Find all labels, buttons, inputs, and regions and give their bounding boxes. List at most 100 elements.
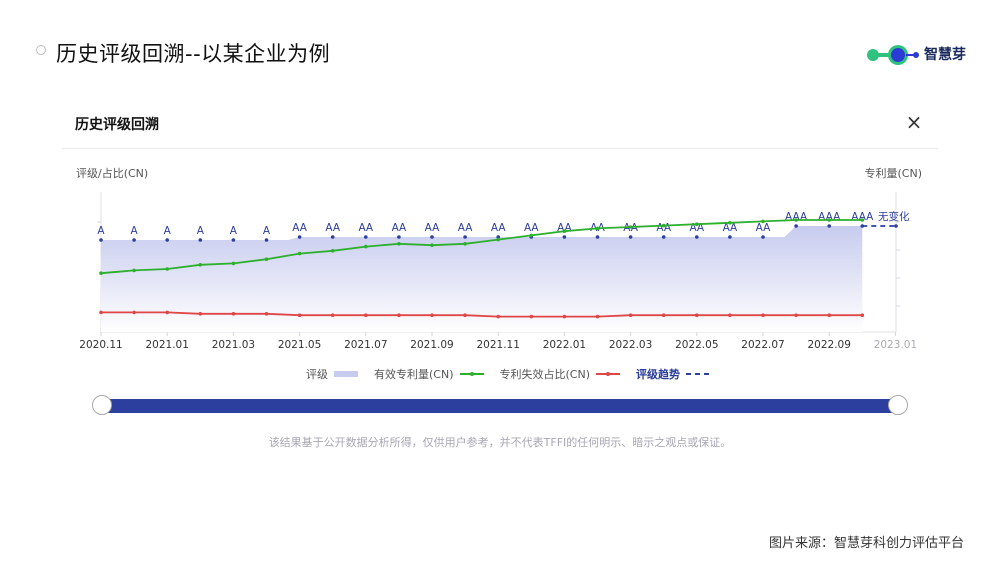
legend-label-rating: 评级 (306, 368, 328, 381)
rating-label: A (97, 225, 105, 237)
x-tick-label: 2022.03 (609, 339, 652, 351)
invalid-ratio-point (364, 313, 368, 317)
invalid-ratio-point (661, 313, 666, 317)
rating-point (264, 238, 269, 242)
rating-point (562, 235, 567, 239)
valid-patents-point (397, 242, 401, 246)
rating-point (628, 235, 633, 239)
rating-label: AA (392, 222, 407, 234)
valid-patents-point (430, 243, 434, 247)
x-tick-label: 2021.05 (278, 339, 321, 351)
x-tick-label: 2022.05 (675, 339, 718, 351)
rating-point (99, 238, 103, 242)
rating-label: AA (524, 222, 539, 234)
invalid-ratio-point (132, 310, 136, 315)
invalid-ratio-point (529, 314, 534, 319)
x-tick-label: 2021.09 (410, 339, 453, 351)
legend-swatch-rating (334, 371, 358, 377)
panel-divider (62, 148, 938, 149)
rating-label: AA (723, 222, 738, 234)
rating-point (761, 235, 765, 239)
rating-label: AA (425, 222, 440, 234)
valid-patents-point (827, 218, 831, 222)
invalid-ratio-point (463, 313, 467, 317)
rating-point (364, 235, 368, 239)
legend-label-trend: 评级趋势 (636, 368, 680, 381)
invalid-ratio-point (330, 313, 335, 317)
legend-item-invalid-ratio[interactable]: 专利失效占比(CN) (499, 366, 620, 382)
rating-area (101, 226, 863, 332)
slider-track[interactable] (102, 399, 898, 413)
invalid-ratio-point (728, 313, 732, 317)
invalid-ratio-point (165, 310, 169, 315)
rating-point (661, 235, 666, 239)
slider-handle-start[interactable] (92, 395, 112, 415)
x-tick-label: 2022.07 (741, 339, 784, 351)
rating-point (397, 235, 401, 239)
trend-point (894, 224, 898, 228)
left-axis-caption: 评级/占比(CN) (76, 167, 149, 180)
valid-patents-point (562, 229, 567, 233)
valid-patents-point (198, 263, 203, 267)
legend-item-trend[interactable]: 评级趋势 (636, 366, 710, 382)
valid-patents-point (264, 257, 269, 261)
legend-label-valid-patents: 有效专利量(CN) (374, 368, 454, 381)
invalid-ratio-point (264, 312, 269, 316)
valid-patents-point (297, 251, 302, 256)
x-tick-label: 2020.11 (79, 339, 122, 351)
slide-title: 历史评级回溯--以某企业为例 (56, 42, 331, 66)
legend-swatch-trend (686, 373, 710, 375)
rating-label: AA (458, 222, 473, 234)
rating-point (496, 235, 501, 239)
rating-point (198, 238, 203, 242)
trend-label: 无变化 (878, 210, 910, 223)
valid-patents-point (661, 223, 666, 228)
title-bullet-icon (36, 45, 46, 55)
brand-name: 智慧芽 (924, 47, 966, 63)
rating-point (728, 235, 732, 239)
rating-point (231, 238, 236, 242)
x-tick-label: 2022.09 (807, 339, 850, 351)
rating-point (463, 235, 467, 239)
invalid-ratio-point (860, 313, 865, 317)
rating-label: AA (292, 222, 307, 234)
valid-patents-point (496, 237, 501, 242)
invalid-ratio-point (397, 313, 401, 317)
legend-item-rating[interactable]: 评级 (306, 366, 358, 382)
rating-label: A (131, 225, 139, 237)
valid-patents-point (595, 226, 600, 231)
x-tick-label: 2021.03 (212, 339, 255, 351)
valid-patents-point (794, 218, 798, 222)
rating-point (794, 224, 798, 228)
x-tick-label: 2022.01 (543, 339, 586, 351)
x-tick-label: 2023.01 (874, 339, 917, 351)
invalid-ratio-line (101, 311, 863, 318)
close-icon[interactable]: × (905, 110, 923, 134)
rating-history-panel: 历史评级回溯 × 评级/占比(CN) 专利量(CN) A A A A A A AA AA AA A… (62, 100, 938, 464)
chart-legend: 评级 有效专利量(CN) 专利失效占比(CN) 评级趋势 (306, 366, 726, 382)
rating-point (165, 238, 169, 242)
valid-patents-point (529, 233, 534, 238)
legend-item-valid-patents[interactable]: 有效专利量(CN) (374, 366, 484, 382)
panel-title: 历史评级回溯 (75, 117, 159, 133)
valid-patents-point (231, 261, 236, 266)
invalid-ratio-point (297, 313, 302, 317)
invalid-ratio-point (794, 313, 798, 317)
invalid-ratio-point (595, 314, 600, 319)
brand-logo-icon (867, 45, 919, 65)
x-tick-label: 2021.01 (145, 339, 188, 351)
rating-point (695, 235, 699, 239)
x-tick-label: 2021.07 (344, 339, 387, 351)
invalid-ratio-point (198, 312, 203, 316)
disclaimer-text: 该结果基于公开数据分析所得，仅供用户参考，并不代表TFFI的任何明示、暗示之观点… (268, 436, 732, 449)
invalid-ratio-point (761, 313, 765, 317)
rating-point (595, 235, 600, 239)
rating-label: A (164, 225, 172, 237)
time-range-slider[interactable] (92, 394, 908, 418)
valid-patents-point (728, 221, 732, 225)
valid-patents-point (761, 219, 765, 224)
legend-label-invalid-ratio: 专利失效占比(CN) (499, 368, 591, 381)
rating-point (827, 224, 831, 228)
slider-handle-end[interactable] (888, 395, 908, 415)
